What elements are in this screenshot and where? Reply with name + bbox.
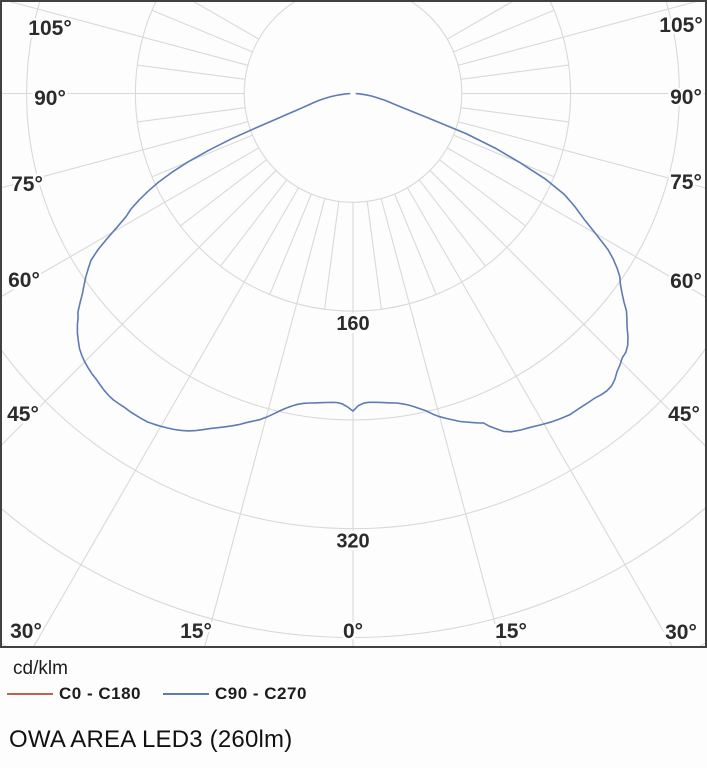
grid-ray <box>406 187 674 648</box>
legend-block: cd/klm C0 - C180 C90 - C270 OWA AREA LED… <box>0 648 707 768</box>
angle-label: 30° <box>10 620 42 643</box>
legend-label-c90-c270: C90 - C270 <box>214 684 307 703</box>
grid-ray <box>460 107 569 123</box>
angle-label: 90° <box>34 87 66 110</box>
angle-label: 60° <box>8 269 40 292</box>
angle-label: 30° <box>665 621 697 644</box>
page-title: OWA AREA LED3 (260lm) <box>9 726 293 753</box>
chart-frame <box>0 0 707 648</box>
legend-row: C0 - C180 C90 - C270 <box>7 684 329 704</box>
grid-ray <box>220 179 288 267</box>
angle-label: 15° <box>180 620 212 643</box>
legend-line-c0-c180-icon <box>7 693 53 695</box>
grid-ray <box>324 201 340 310</box>
angle-label: 45° <box>7 403 39 426</box>
grid-ray <box>460 64 569 80</box>
grid-ray <box>151 9 253 53</box>
angle-label: 105° <box>28 17 71 40</box>
grid-ray <box>446 147 707 299</box>
grid-ray <box>453 9 555 53</box>
units-label: cd/klm <box>13 658 68 679</box>
grid-ray <box>137 107 246 123</box>
grid-ray <box>0 170 277 448</box>
grid-ray <box>380 198 503 648</box>
grid-ray <box>366 201 382 310</box>
grid-ray <box>1 0 249 66</box>
legend-label-c0-c180: C0 - C180 <box>59 684 141 703</box>
grid-ray <box>457 121 707 189</box>
grid-ray <box>32 187 300 648</box>
legend-line-c90-c270-icon <box>162 693 209 695</box>
angle-label: 90° <box>670 86 702 109</box>
grid-ray <box>429 170 707 449</box>
grid-ray <box>453 134 555 178</box>
grid-ray <box>269 193 312 295</box>
grid-ray <box>137 64 246 80</box>
grid-ray <box>418 179 486 267</box>
grid-ray <box>180 159 268 227</box>
angle-label: 60° <box>670 270 702 293</box>
grid-ray <box>0 147 260 298</box>
grid-ray <box>151 134 253 178</box>
grid-ray <box>0 121 249 189</box>
curve-C90-C270 <box>76 92 629 433</box>
polar-photometric-chart: 160 320 105° 90° 75° 60° 45° 30° 15° 0° 15° 30° 45° 6… <box>0 0 707 648</box>
grid-ray <box>438 159 526 227</box>
ring-value-label: 160 <box>336 313 369 335</box>
grid-ray <box>203 198 326 648</box>
grid-ray <box>457 0 705 66</box>
grid-ray <box>394 193 437 295</box>
ring-value-label: 320 <box>336 531 369 553</box>
angle-label: 75° <box>670 171 702 194</box>
angle-label: 0° <box>343 620 363 643</box>
angle-label: 105° <box>659 14 702 37</box>
angle-label: 75° <box>11 173 43 196</box>
angle-label: 15° <box>495 620 527 643</box>
angle-label: 45° <box>668 403 700 426</box>
